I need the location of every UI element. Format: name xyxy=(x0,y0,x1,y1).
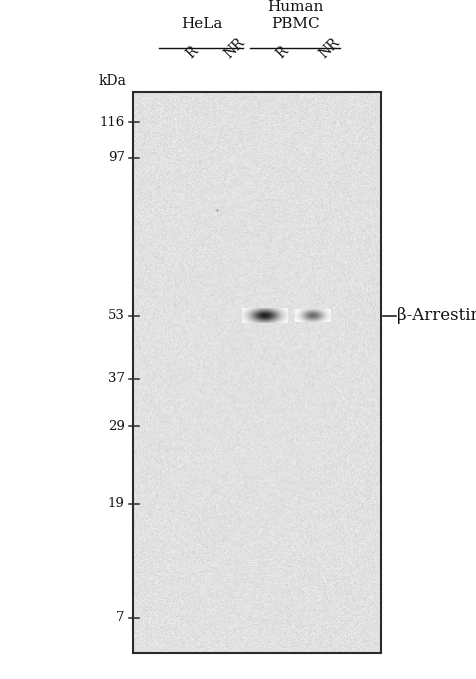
Text: 29: 29 xyxy=(108,420,125,433)
Text: HeLa: HeLa xyxy=(182,16,223,31)
Text: 97: 97 xyxy=(108,151,125,164)
Text: R: R xyxy=(183,44,200,61)
Text: 19: 19 xyxy=(108,497,125,511)
Bar xyxy=(133,92,381,653)
Text: NR: NR xyxy=(317,35,342,61)
Text: 53: 53 xyxy=(108,309,125,323)
Text: Human
PBMC: Human PBMC xyxy=(267,1,323,31)
Text: R: R xyxy=(274,44,291,61)
Text: 7: 7 xyxy=(116,611,125,625)
Text: kDa: kDa xyxy=(98,75,126,88)
Text: 37: 37 xyxy=(108,372,125,386)
Text: NR: NR xyxy=(221,35,247,61)
Text: 116: 116 xyxy=(99,115,125,129)
Text: β-Arrestin 1: β-Arrestin 1 xyxy=(397,307,476,325)
